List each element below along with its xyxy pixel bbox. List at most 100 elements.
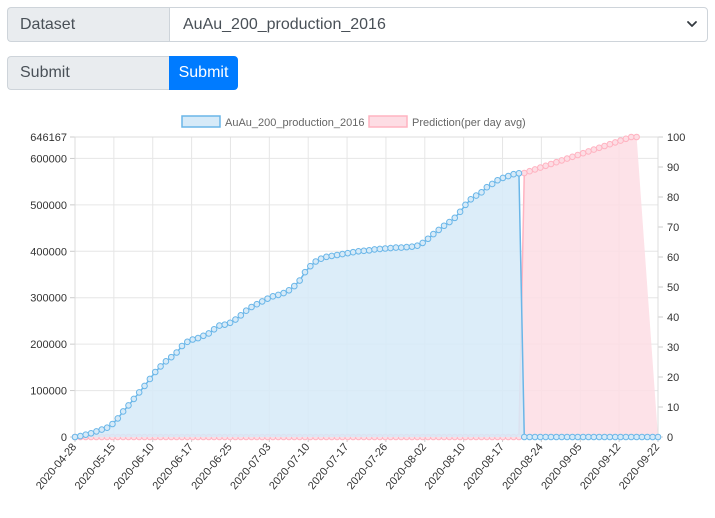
series-main-point [119, 408, 127, 415]
series-main-point [167, 353, 175, 361]
series-prediction-point [627, 133, 635, 141]
series-main-point [430, 230, 437, 238]
series-main-point [360, 247, 368, 255]
series-main-point [590, 433, 598, 441]
y-right-tick-label: 20 [667, 372, 679, 384]
series-main-point [585, 433, 592, 441]
series-main-point [638, 433, 646, 441]
series-main-point [157, 363, 164, 370]
series-prediction-point [520, 169, 528, 177]
y-left-tick-label: 0 [61, 432, 67, 444]
y-right-tick-label: 40 [667, 312, 679, 324]
y-right-tick-label: 60 [667, 252, 679, 264]
series-main-point [499, 174, 507, 182]
series-main-point [478, 189, 485, 196]
series-main-point [381, 245, 389, 252]
series-main-point [178, 342, 186, 350]
series-main-point [606, 433, 614, 441]
series-main-point [87, 429, 95, 437]
series-main-point [408, 243, 416, 250]
submit-button[interactable]: Submit [169, 56, 238, 90]
series-main-point [135, 389, 143, 396]
series-prediction-point [585, 148, 592, 155]
series-main-point [601, 433, 608, 441]
series-main-point [274, 291, 282, 299]
submit-row: Submit Submit [7, 56, 238, 90]
series-main-point [424, 235, 432, 243]
series-main-point [622, 433, 630, 441]
series-main-point [520, 433, 528, 441]
series-main-point [649, 433, 656, 441]
series-prediction-point [531, 166, 539, 173]
series-main-point [339, 250, 346, 258]
series-main-point [216, 322, 223, 329]
legend-swatch [368, 115, 408, 128]
series-main-point [569, 433, 576, 441]
series-main-point [210, 325, 218, 333]
series-main-point [253, 300, 261, 308]
series-main-point [130, 395, 138, 403]
series-prediction-point [569, 153, 576, 161]
series-prediction-point [595, 144, 603, 152]
series-main-point [611, 433, 619, 441]
series-main-point [125, 402, 132, 409]
series-main-point [221, 321, 229, 328]
series-main-point [488, 180, 496, 188]
series-main-point [387, 244, 394, 252]
series-prediction-point [601, 142, 608, 150]
series-main-point [237, 312, 245, 319]
series-main-point [242, 307, 250, 315]
series-main-point [205, 330, 213, 337]
dataset-select[interactable]: AuAu_200_production_2016 [169, 7, 708, 42]
y-left-tick-label: 200000 [30, 339, 67, 351]
series-prediction-point [553, 158, 560, 166]
series-main-point [114, 415, 122, 422]
series-main-point [435, 226, 443, 234]
series-main-point [200, 332, 207, 340]
series-main-point [526, 433, 533, 441]
series-main-point [98, 426, 106, 433]
series-main-point [483, 183, 491, 191]
series-main-point [446, 218, 453, 226]
y-left-tick-label: 100000 [30, 386, 67, 398]
dataset-row: Dataset AuAu_200_production_2016 [7, 7, 708, 42]
series-main-point [269, 293, 277, 300]
y-right-tick-label: 90 [667, 162, 679, 174]
series-main-point [574, 433, 582, 441]
series-main-point [317, 255, 325, 263]
y-right-tick-label: 70 [667, 222, 679, 234]
series-prediction-point [574, 151, 582, 159]
series-main-point [146, 375, 154, 383]
chart: 0 100000 200000 300000 400000 500000 600000 646… [30, 115, 685, 492]
series-main-point [510, 170, 517, 178]
series-main-point [472, 192, 480, 199]
series-prediction-point [590, 146, 598, 153]
series-prediction-point [633, 133, 640, 141]
legend-swatch [181, 115, 221, 128]
series-main-point [451, 214, 459, 222]
y-left-tick-label: 646167 [30, 132, 67, 144]
y-left-tick-label: 400000 [30, 246, 67, 258]
series-main-point [563, 433, 571, 441]
series-main-point [232, 316, 239, 323]
series-main-point [290, 282, 298, 290]
series-main-point [194, 334, 202, 342]
series-main-point [376, 245, 384, 253]
series-main-point [301, 268, 309, 276]
series-main-point [467, 195, 475, 203]
series-prediction-point [542, 162, 549, 170]
series-main-point [654, 433, 662, 441]
series-main-point [82, 431, 89, 438]
series-main-point [365, 247, 373, 254]
series-main-point [248, 303, 255, 311]
series-main-point [349, 248, 357, 256]
series-prediction-point [526, 167, 533, 175]
series-main-point [553, 433, 560, 441]
series-prediction-point [558, 157, 566, 164]
y-right-tick-label: 100 [667, 132, 685, 144]
series-main-point [323, 253, 330, 261]
series-main-point [403, 243, 410, 251]
series-prediction-point [563, 155, 571, 162]
series-main-point [307, 262, 314, 270]
chevron-down-icon [687, 21, 697, 27]
